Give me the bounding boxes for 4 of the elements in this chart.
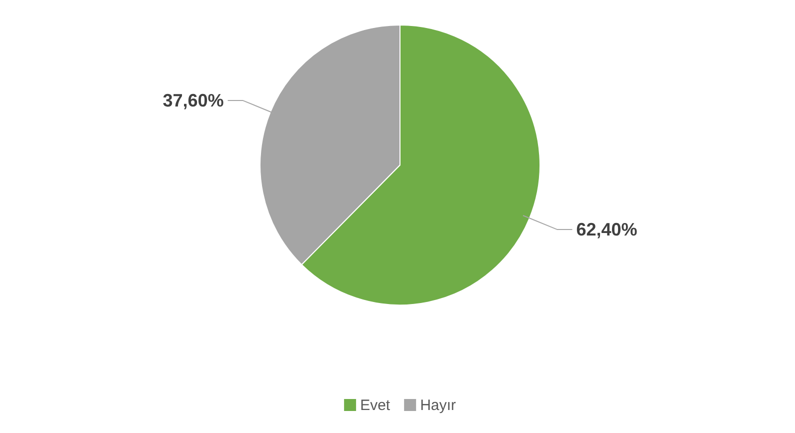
data-label: 62,40% [576,220,638,240]
data-label: 37,60% [162,90,224,110]
legend-label: Evet [360,397,391,414]
legend-label: Hayır [420,397,456,414]
